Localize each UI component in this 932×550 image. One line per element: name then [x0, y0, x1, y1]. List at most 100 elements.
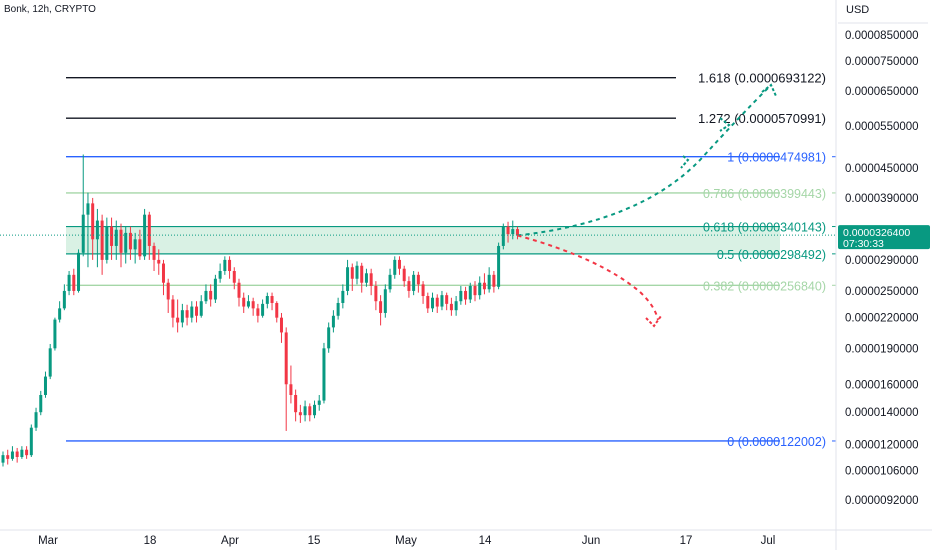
candle-body-89 [421, 284, 425, 297]
candle-body-63 [298, 412, 302, 416]
candle-body-15 [72, 274, 76, 291]
candle-body-75 [355, 265, 359, 279]
price-tick-3: 0.0000550000 [845, 121, 919, 133]
time-tick-2: Apr [221, 535, 239, 547]
candle-body-105 [497, 245, 501, 287]
candle-body-38 [180, 310, 184, 323]
candle-body-92 [435, 297, 439, 307]
time-tick-4: May [395, 535, 417, 547]
currency-selector[interactable]: USD [846, 4, 870, 16]
candle-body-7 [34, 412, 38, 428]
retracement-zone-layer [66, 226, 780, 254]
candle-body-65 [308, 406, 312, 416]
candle-body-47 [223, 259, 227, 272]
candle-body-90 [426, 296, 430, 309]
candle-body-84 [397, 259, 401, 269]
candle-body-10 [48, 348, 52, 377]
candle-body-49 [232, 271, 236, 283]
candle-body-11 [53, 319, 57, 349]
candle-body-23 [110, 226, 114, 246]
current-price-value: 0.0000326400 [843, 227, 910, 239]
candle-body-33 [157, 259, 161, 264]
candle-body-21 [100, 220, 104, 260]
candle-body-56 [265, 296, 269, 304]
candle-body-26 [124, 232, 128, 253]
price-tick-1: 0.0000750000 [845, 56, 919, 68]
candle-body-5 [25, 449, 29, 456]
candle-body-3 [15, 451, 19, 458]
candle-body-6 [29, 427, 33, 456]
candle-body-67 [317, 400, 321, 405]
candle-body-101 [478, 282, 482, 296]
candle-body-106 [501, 226, 505, 246]
candle-body-58 [275, 302, 279, 318]
candle-body-2 [10, 451, 14, 459]
candle-body-96 [454, 301, 458, 311]
candle-body-109 [515, 229, 519, 236]
candle-body-42 [199, 301, 203, 316]
candle-body-13 [62, 290, 66, 309]
candle-body-71 [336, 302, 340, 316]
candle-body-99 [468, 285, 472, 300]
price-tick-8: 0.0000220000 [845, 313, 919, 325]
candle-body-83 [393, 259, 397, 275]
fib-label-4: 0.618 (0.0000340143) [703, 221, 826, 235]
candle-body-77 [364, 273, 368, 283]
candle-body-91 [431, 297, 435, 309]
candle-body-17 [81, 214, 85, 253]
price-tick-5: 0.0000390000 [845, 193, 919, 205]
candle-body-44 [209, 290, 213, 300]
candle-body-81 [383, 289, 387, 313]
candle-body-94 [445, 295, 449, 304]
candle-body-61 [289, 384, 293, 395]
candle-body-8 [39, 394, 43, 413]
price-tick-7: 0.0000250000 [845, 286, 919, 298]
candle-body-22 [105, 226, 109, 260]
candle-body-107 [506, 226, 510, 235]
candle-body-62 [294, 394, 298, 413]
candle-body-55 [261, 303, 265, 316]
candle-body-16 [77, 252, 81, 291]
candle-body-85 [402, 268, 406, 282]
forecast-arrowhead-down [645, 315, 662, 328]
candle-body-18 [86, 203, 90, 215]
candle-body-86 [407, 281, 411, 291]
candle-body-104 [492, 274, 496, 287]
time-tick-0: Mar [38, 535, 58, 547]
fib-label-1: 1.272 (0.0000570991) [698, 111, 826, 126]
candle-body-35 [166, 282, 170, 300]
candle-body-48 [228, 259, 232, 272]
candle-body-14 [67, 274, 71, 291]
candle-body-45 [213, 278, 217, 300]
candle-body-76 [360, 265, 364, 283]
candle-body-50 [237, 282, 241, 298]
candle-body-36 [171, 299, 175, 318]
candle-body-60 [284, 332, 288, 385]
fib-label-6: 0.382 (0.0000256840) [703, 279, 826, 293]
forecast-arrowhead-up [761, 83, 777, 97]
fib-label-7: 0 (0.0000122002) [727, 435, 826, 449]
candle-body-46 [218, 271, 222, 279]
candle-body-59 [279, 317, 283, 333]
candle-body-31 [147, 214, 151, 246]
candle-body-66 [313, 404, 317, 416]
price-tick-11: 0.0000140000 [845, 407, 919, 419]
fib-levels-layer: 1.618 (0.0000693122) 1.272 (0.0000570991)… [66, 71, 836, 449]
candle-body-9 [43, 376, 47, 395]
candle-body-20 [95, 220, 99, 240]
candle-body-12 [58, 308, 62, 320]
candle-body-25 [119, 229, 123, 253]
candle-body-32 [152, 245, 156, 260]
candle-body-97 [459, 290, 463, 302]
candle-body-103 [487, 274, 491, 290]
candle-body-102 [482, 282, 486, 290]
current-price-tag [838, 225, 930, 250]
time-tick-6: Jun [582, 535, 601, 547]
candle-body-24 [114, 229, 118, 246]
candle-body-37 [176, 317, 180, 323]
candle-body-19 [91, 203, 95, 240]
candle-body-0 [1, 455, 5, 463]
